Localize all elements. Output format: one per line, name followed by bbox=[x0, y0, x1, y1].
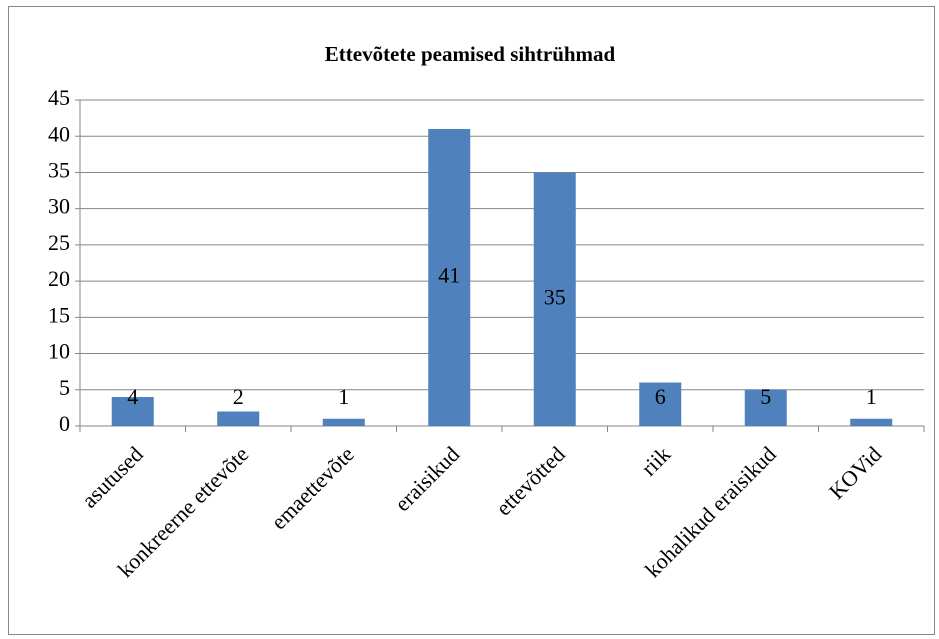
y-tick-label: 5 bbox=[59, 375, 70, 400]
bar bbox=[850, 418, 893, 426]
y-tick-label: 20 bbox=[48, 266, 70, 291]
y-tick-label: 45 bbox=[48, 85, 70, 110]
bar bbox=[428, 128, 471, 426]
y-tick-label: 10 bbox=[48, 339, 70, 364]
y-tick-label: 30 bbox=[48, 194, 70, 219]
chart-border bbox=[8, 6, 935, 635]
data-label: 2 bbox=[233, 384, 244, 409]
y-tick-label: 15 bbox=[48, 302, 70, 327]
data-label: 1 bbox=[338, 384, 349, 409]
bar bbox=[322, 418, 365, 426]
bar bbox=[744, 389, 787, 426]
bar bbox=[111, 397, 154, 426]
data-label: 4 bbox=[127, 384, 138, 409]
chart-title: Ettevõtete peamised sihtrühmad bbox=[325, 42, 616, 66]
y-tick-label: 25 bbox=[48, 230, 70, 255]
bar bbox=[533, 172, 576, 426]
data-label: 1 bbox=[866, 384, 877, 409]
bar bbox=[639, 382, 682, 426]
bar bbox=[217, 411, 260, 426]
data-label: 35 bbox=[544, 284, 566, 309]
y-tick-label: 35 bbox=[48, 157, 70, 182]
y-tick-label: 0 bbox=[59, 411, 70, 436]
data-label: 41 bbox=[438, 263, 460, 288]
data-label: 5 bbox=[760, 384, 771, 409]
y-tick-label: 40 bbox=[48, 121, 70, 146]
data-label: 6 bbox=[655, 384, 666, 409]
